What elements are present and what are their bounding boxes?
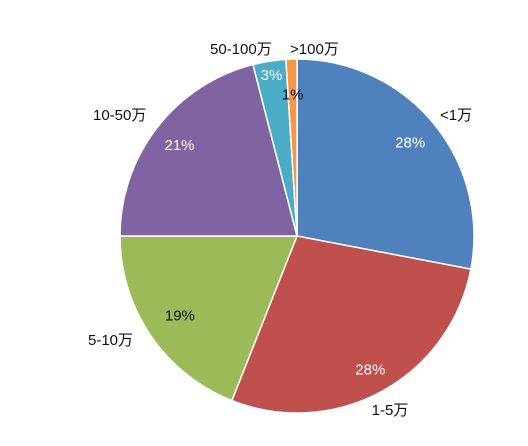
category-label-1: <1万 [440, 107, 472, 124]
pie-slice-6 [285, 58, 298, 237]
category-label-2: 1-5万 [372, 402, 409, 419]
category-labels: <1万 1-5万 5-10万 10-50万 50-100万 >100万 [88, 41, 472, 419]
percent-label-3: 19% [165, 308, 195, 325]
percent-labels: 28% 28% 19% 21% 3% 1% [164, 67, 425, 378]
category-label-5: 50-100万 [210, 41, 272, 58]
category-label-4: 10-50万 [93, 107, 146, 124]
category-label-6: >100万 [290, 41, 339, 58]
percent-label-1: 28% [395, 134, 425, 151]
pie-slice-2 [230, 235, 472, 414]
pie-slice-3 [119, 235, 299, 402]
pie-slice-4 [119, 63, 298, 237]
percent-label-4: 21% [164, 137, 194, 154]
pie-slices [119, 58, 475, 414]
category-label-3: 5-10万 [88, 332, 133, 349]
percent-label-5: 3% [261, 67, 283, 84]
percent-label-2: 28% [355, 361, 385, 378]
pie-slice-1 [296, 58, 475, 271]
percent-label-6: 1% [282, 87, 304, 104]
